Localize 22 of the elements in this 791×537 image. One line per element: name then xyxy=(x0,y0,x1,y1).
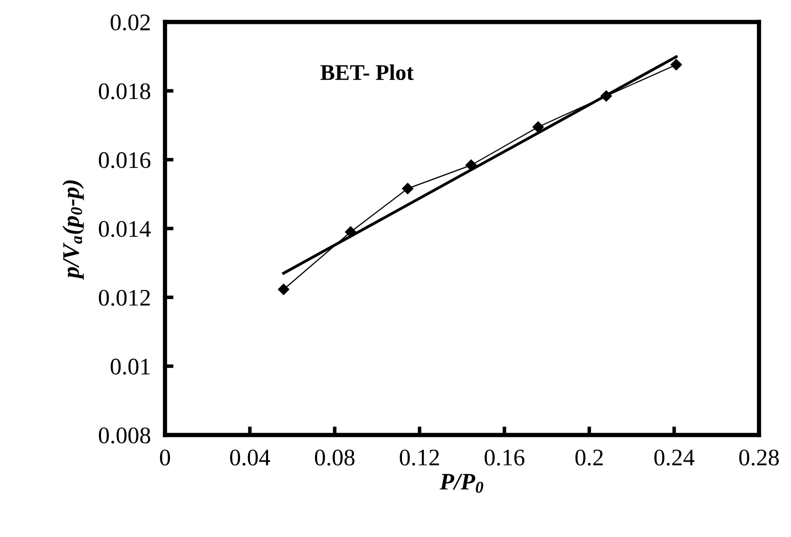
y-tick-label: 0.014 xyxy=(98,220,151,238)
y-tick-label: 0.008 xyxy=(98,427,150,444)
x-tick-label: 0 xyxy=(160,450,170,466)
y-tick-label: 0.02 xyxy=(110,14,150,31)
x-tick-label: 0.2 xyxy=(575,450,603,466)
x-tick-label: 0.04 xyxy=(230,450,270,466)
x-tick-label: 0.16 xyxy=(484,450,524,466)
y-tick-label: 0.016 xyxy=(98,152,150,168)
point xyxy=(670,59,682,70)
x-tick-label: 0.08 xyxy=(314,450,354,466)
x-tick-label: 0.12 xyxy=(400,450,439,466)
text: BET- Plot xyxy=(320,64,414,80)
point xyxy=(278,284,290,296)
x-tick-label: 0.24 xyxy=(654,450,694,466)
point xyxy=(532,121,544,133)
x-tick-label: 0.28 xyxy=(739,450,779,466)
point xyxy=(402,182,414,194)
y-axis-title: p/V$_{a}$(p$_{0}$-p) xyxy=(62,180,84,280)
y-tick-label: 0.012 xyxy=(98,290,150,306)
y-tick-label: 0.01 xyxy=(110,358,150,375)
y-tick-label: 0.018 xyxy=(98,83,150,100)
x-axis-title: P/P$_{0}$ xyxy=(440,474,484,493)
